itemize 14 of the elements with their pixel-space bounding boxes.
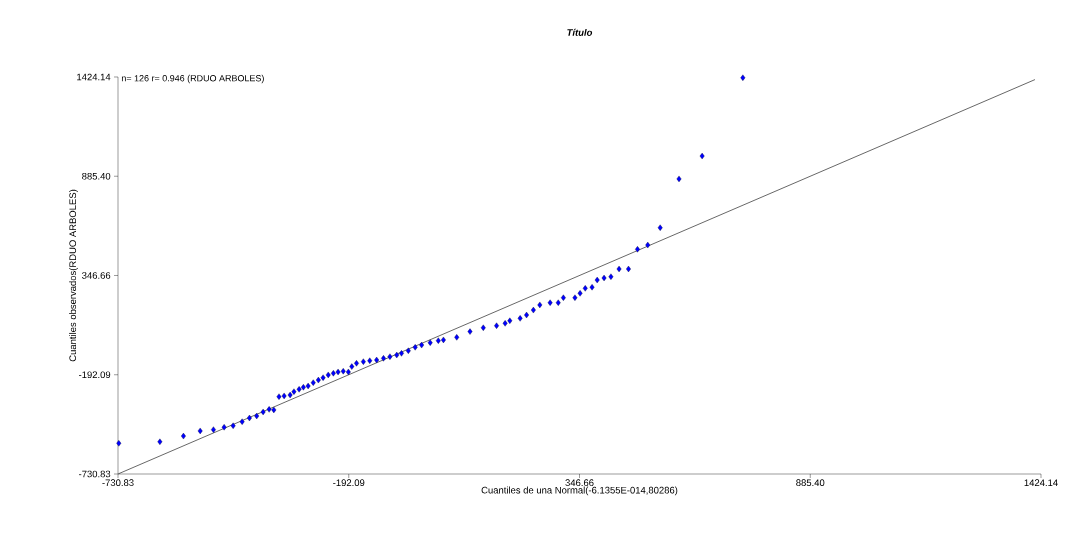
y-tick-label: -730.83 bbox=[78, 470, 111, 478]
y-tick-label: 885.40 bbox=[82, 172, 111, 180]
x-axis-title: Cuantiles de una Normal(-6.1355E-014,80286) bbox=[481, 486, 678, 496]
y-tick-label: 1424.14 bbox=[77, 73, 111, 81]
y-tick-label: -192.09 bbox=[78, 371, 111, 379]
x-tick-label: -192.09 bbox=[333, 479, 365, 487]
annotation: n= 126 r= 0.946 (RDUO ARBOLES) bbox=[121, 74, 264, 84]
y-axis-title: Cuantiles observados(RDUO ARBOLES) bbox=[69, 189, 78, 362]
x-tick-label: 1424.14 bbox=[1024, 479, 1058, 486]
x-tick-label: 885.40 bbox=[796, 479, 825, 487]
x-tick-label: 346.66 bbox=[565, 479, 594, 487]
y-tick-label: 346.66 bbox=[82, 272, 111, 279]
chart-title: Título bbox=[567, 28, 593, 36]
x-tick-label: -730.83 bbox=[102, 479, 134, 487]
